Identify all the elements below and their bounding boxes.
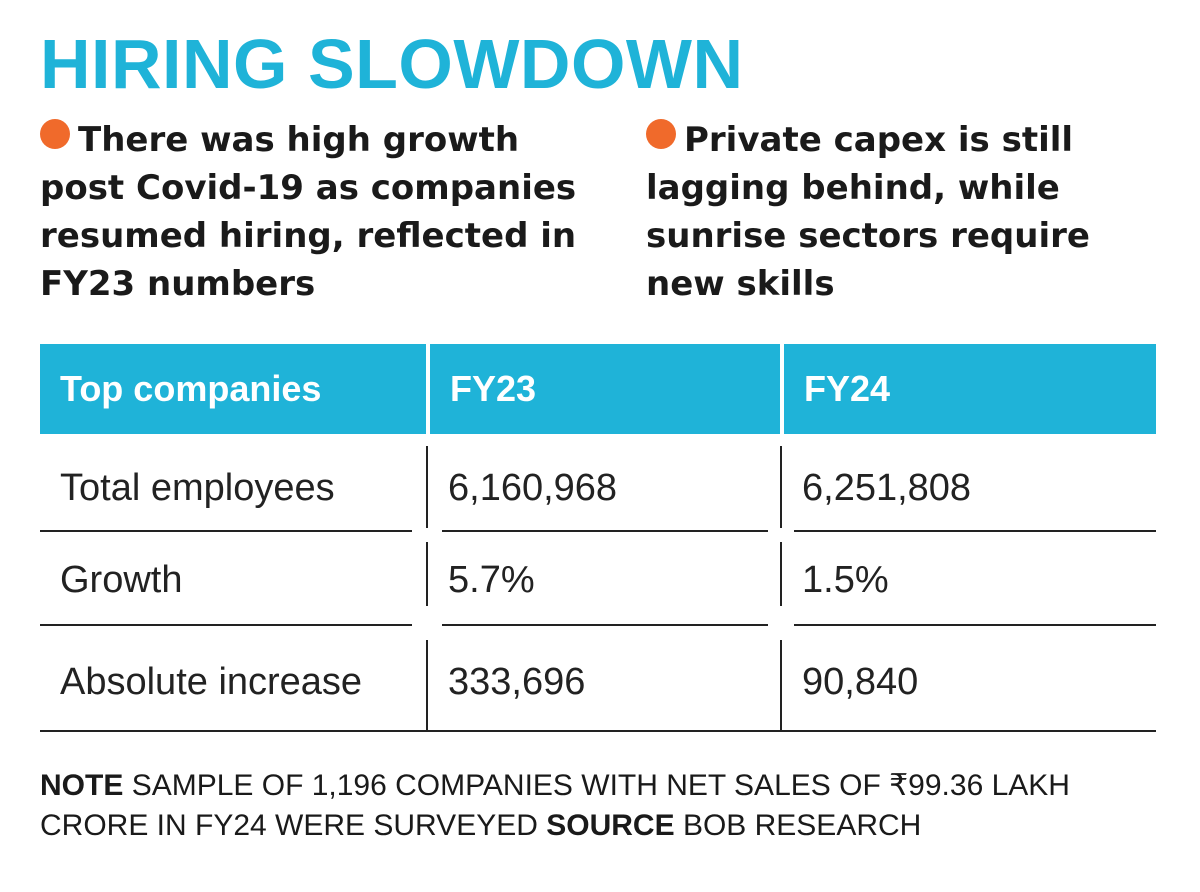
column-divider	[426, 640, 428, 732]
orange-dot-icon	[40, 119, 70, 149]
row-divider	[794, 530, 1156, 532]
cell-fy23-growth: 5.7%	[448, 559, 535, 601]
orange-dot-icon	[646, 119, 676, 149]
row-divider	[40, 530, 412, 532]
column-header-fy23: FY23	[450, 368, 537, 409]
row-divider	[794, 624, 1156, 626]
page-title: HIRING SLOWDOWN	[40, 25, 744, 103]
cell-fy24-growth: 1.5%	[802, 559, 889, 601]
cell-fy24-absolute-increase: 90,840	[802, 661, 919, 703]
row-divider	[442, 624, 768, 626]
bullet-text-1: There was high growth post Covid-19 as c…	[40, 120, 577, 304]
column-header-fy24: FY24	[804, 368, 891, 409]
column-divider	[780, 446, 782, 528]
header-divider	[426, 344, 430, 434]
table-bottom-rule	[40, 730, 1156, 732]
cell-fy24-total-employees: 6,251,808	[802, 467, 972, 509]
row-label-total-employees: Total employees	[60, 467, 335, 509]
row-label-absolute-increase: Absolute increase	[60, 661, 363, 703]
column-divider	[426, 542, 428, 606]
column-divider	[780, 640, 782, 732]
bullet-point-1: There was high growth post Covid-19 as c…	[40, 116, 600, 308]
column-header-companies: Top companies	[60, 368, 322, 409]
bullet-point-2: Private capex is still lagging behind, w…	[646, 116, 1166, 308]
footnote: NOTE SAMPLE OF 1,196 COMPANIES WITH NET …	[40, 766, 1170, 846]
column-divider	[426, 446, 428, 528]
header-divider	[780, 344, 784, 434]
bullet-text-2: Private capex is still lagging behind, w…	[646, 120, 1090, 304]
column-divider	[780, 542, 782, 606]
row-divider	[40, 624, 412, 626]
source-label: SOURCE	[546, 809, 675, 842]
note-text: SAMPLE OF 1,196 COMPANIES WITH NET SALES…	[40, 769, 1070, 842]
note-label: NOTE	[40, 769, 124, 802]
table-header: Top companies FY23 FY24	[40, 344, 1156, 434]
source-text: BOB RESEARCH	[682, 809, 922, 842]
data-table: Top companies FY23 FY24 Total employees …	[40, 344, 1156, 732]
row-label-growth: Growth	[60, 559, 183, 601]
row-divider	[442, 530, 768, 532]
cell-fy23-absolute-increase: 333,696	[448, 661, 586, 703]
cell-fy23-total-employees: 6,160,968	[448, 467, 618, 509]
